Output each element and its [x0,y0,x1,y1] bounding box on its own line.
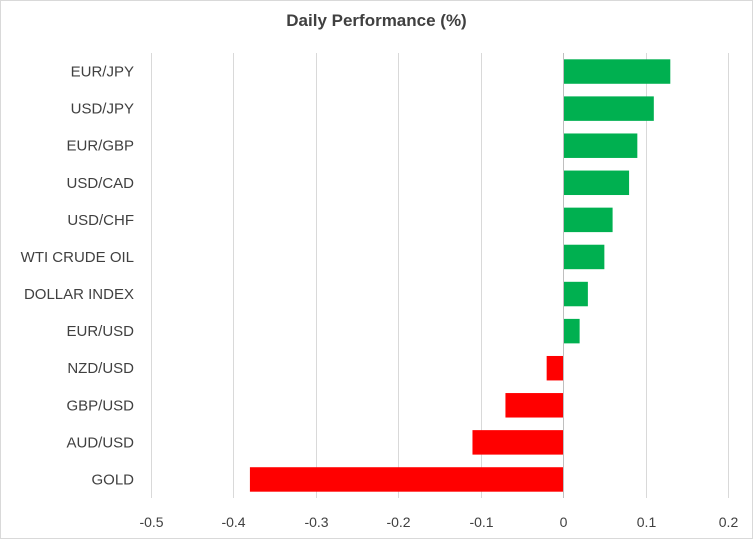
bar [563,170,630,196]
bar [563,244,605,270]
category-label: WTI CRUDE OIL [21,249,134,266]
bar [563,59,671,84]
bar [563,207,613,233]
category-label: GOLD [91,471,134,488]
category-label: GBP/USD [66,397,134,414]
gridlines [151,53,729,498]
category-label: USD/JPY [71,101,134,118]
category-label: DOLLAR INDEX [24,286,134,303]
x-tick-label: -0.5 [139,514,163,530]
x-tick-label: -0.1 [469,514,493,530]
x-tick-label: -0.4 [221,514,245,530]
category-label: USD/CHF [67,212,134,229]
x-tick-label: -0.2 [386,514,410,530]
bar [249,467,564,492]
bar [505,393,564,418]
bar [546,355,564,381]
x-tick-labels: -0.5 -0.4 -0.3 -0.2 -0.1 0 0.1 0.2 [139,514,738,530]
category-label: AUD/USD [66,434,134,451]
chart-title: Daily Performance (%) [286,11,467,30]
x-tick-label: 0.1 [637,514,657,530]
bar [563,281,588,307]
x-tick-label: 0.2 [719,514,739,530]
bar [563,96,654,121]
x-tick-label: 0 [560,514,568,530]
category-label: EUR/GBP [66,138,134,155]
bar [563,133,638,158]
bar [472,430,564,455]
bars [249,59,671,492]
category-label: NZD/USD [67,360,134,377]
category-label: EUR/USD [66,323,134,340]
category-label: EUR/JPY [71,64,134,81]
category-label: USD/CAD [66,175,134,192]
category-labels: EUR/JPY USD/JPY EUR/GBP USD/CAD USD/CHF WTI C… [21,64,135,489]
x-tick-label: -0.3 [304,514,328,530]
bar [563,318,580,344]
